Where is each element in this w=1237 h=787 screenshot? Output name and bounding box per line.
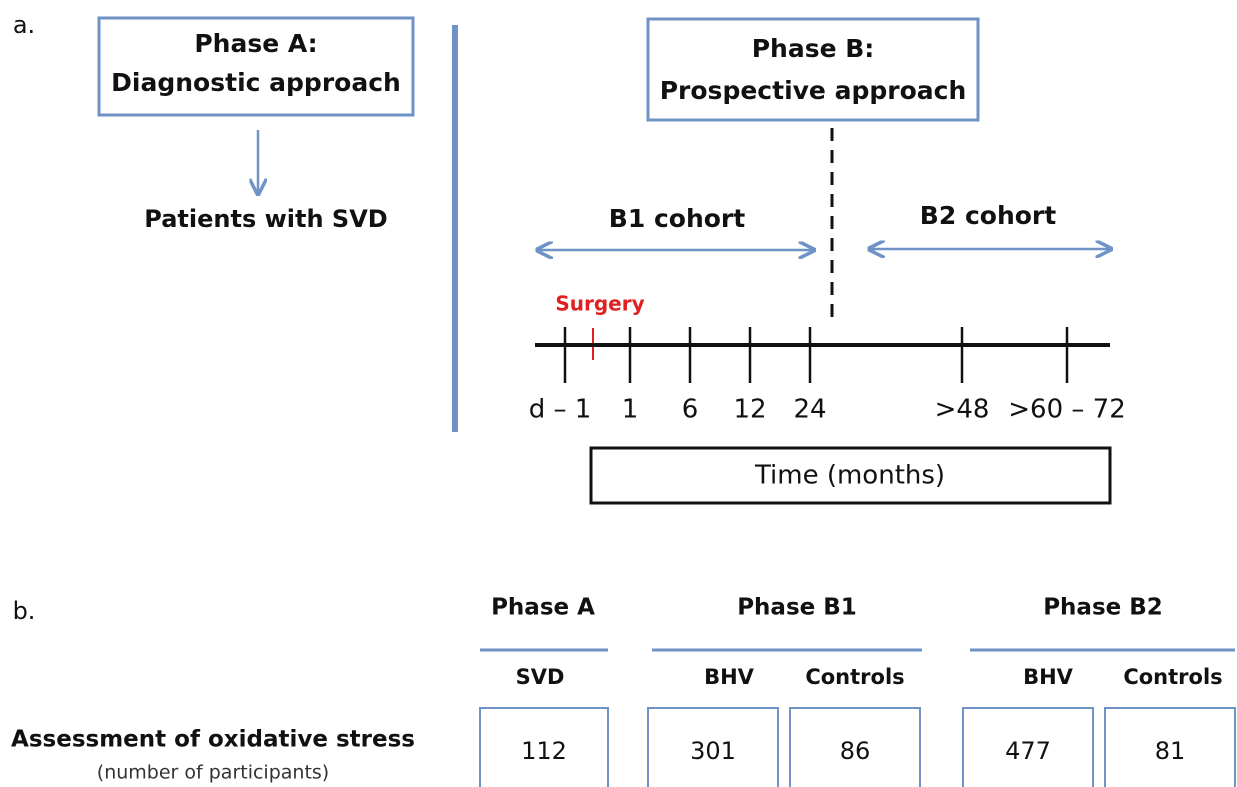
column-header: Controls — [805, 665, 904, 689]
value: 477 — [1005, 737, 1051, 765]
value: 86 — [840, 737, 871, 765]
timeline-label: 1 — [622, 395, 639, 425]
panel-label: a. — [13, 11, 35, 39]
column-header: SVD — [516, 665, 565, 689]
group-header: Phase B1 — [737, 595, 857, 621]
phase-a-title: Phase A: — [194, 29, 317, 58]
column-header: BHV — [704, 665, 755, 689]
phase-b-title: Phase B: — [752, 34, 875, 63]
cohort-label: B2 cohort — [920, 201, 1056, 230]
phase-a-box — [97, 16, 415, 117]
event-label: Surgery — [555, 292, 644, 316]
phase-b-subtitle: Prospective approach — [660, 76, 967, 105]
column-header: BHV — [1023, 665, 1074, 689]
value-cell — [479, 707, 609, 787]
timeline-label: >48 — [935, 395, 990, 425]
axis-label-box — [589, 446, 1112, 505]
phase-a-subtitle: Diagnostic approach — [111, 68, 401, 97]
phase-a-result: Patients with SVD — [144, 205, 387, 233]
phase-b-box — [646, 17, 980, 122]
value: 81 — [1155, 737, 1186, 765]
panel-label: b. — [13, 597, 36, 625]
value-cell — [1104, 707, 1236, 787]
value-cell — [789, 707, 921, 787]
value: 112 — [521, 737, 567, 765]
row-note: (number of participants) — [97, 762, 329, 784]
group-header: Phase A — [491, 595, 595, 621]
value-cell — [647, 707, 779, 787]
timeline-label: >60 – 72 — [1008, 395, 1125, 425]
timeline-label: d – 1 — [529, 395, 592, 425]
row-label: Assessment of oxidative stress — [11, 727, 415, 753]
timeline-label: 6 — [682, 395, 699, 425]
timeline-label: 24 — [793, 395, 826, 425]
column-header: Controls — [1123, 665, 1222, 689]
timeline-label: 12 — [733, 395, 766, 425]
axis-label: Time (months) — [754, 461, 945, 491]
value-cell — [962, 707, 1094, 787]
value: 301 — [690, 737, 736, 765]
group-header: Phase B2 — [1043, 595, 1163, 621]
cohort-label: B1 cohort — [609, 204, 745, 233]
